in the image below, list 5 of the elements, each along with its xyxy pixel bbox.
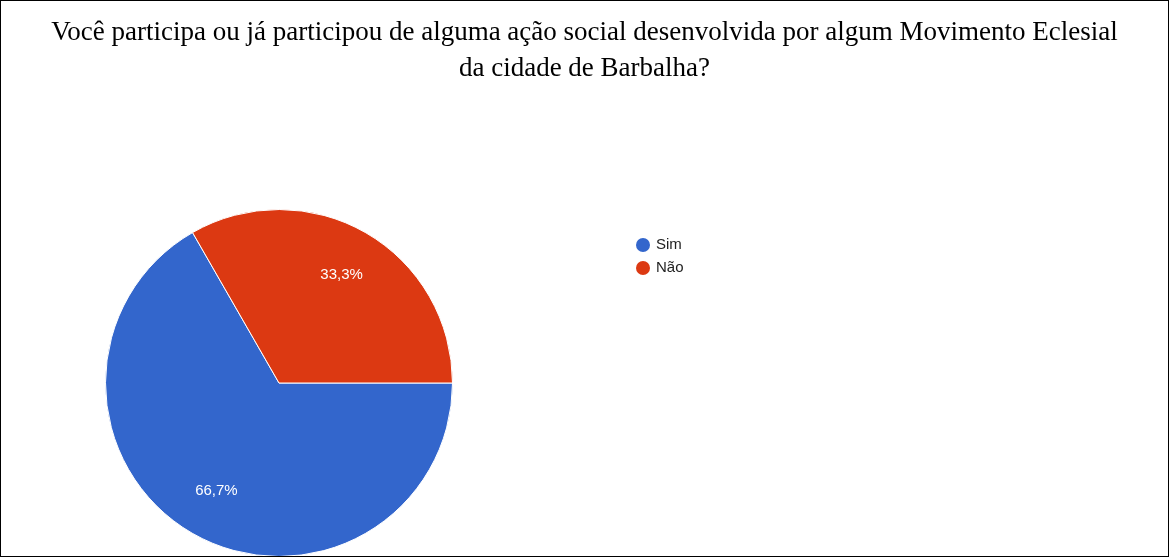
data-label: 33,3% xyxy=(320,265,363,283)
chart-title: Você participa ou já participou de alguma ação social desenvolvida por algum Movimento Eclesial da cidade de Barbalha? xyxy=(50,15,1119,84)
data-label: 66,7% xyxy=(195,481,238,499)
legend-label: Sim xyxy=(656,235,682,253)
legend-label: Não xyxy=(656,258,684,276)
